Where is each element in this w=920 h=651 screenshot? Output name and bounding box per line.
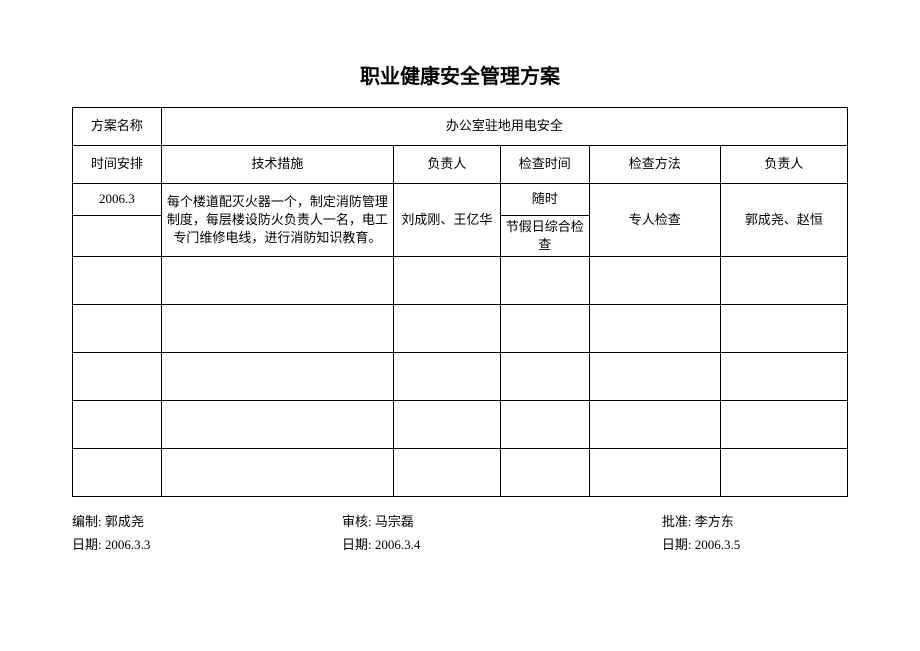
cell-resp1: 刘成刚、王亿华: [393, 184, 500, 257]
footer-approve: 批准: 李方东 日期: 2006.3.5: [592, 511, 848, 553]
data-row-5: [73, 401, 848, 449]
empty-cell: [161, 449, 393, 497]
empty-cell: [161, 353, 393, 401]
plan-name-row: 方案名称 办公室驻地用电安全: [73, 108, 848, 146]
header-resp2: 负责人: [720, 146, 847, 184]
review-date-label: 日期:: [342, 537, 372, 552]
empty-cell: [720, 257, 847, 305]
header-resp1: 负责人: [393, 146, 500, 184]
review-name: 马宗磊: [375, 514, 414, 529]
approve-label: 批准:: [662, 514, 692, 529]
empty-cell: [500, 401, 589, 449]
approve-date-label: 日期:: [662, 537, 692, 552]
plan-name-label: 方案名称: [73, 108, 162, 146]
header-time: 时间安排: [73, 146, 162, 184]
data-row-3: [73, 305, 848, 353]
empty-cell: [500, 305, 589, 353]
empty-cell: [720, 449, 847, 497]
review-date: 2006.3.4: [375, 537, 421, 552]
empty-cell: [73, 305, 162, 353]
empty-cell: [589, 401, 720, 449]
empty-cell: [161, 305, 393, 353]
empty-cell: [393, 257, 500, 305]
empty-cell: [393, 305, 500, 353]
review-label: 审核:: [342, 514, 372, 529]
empty-cell: [500, 257, 589, 305]
empty-cell: [73, 257, 162, 305]
approve-name: 李方东: [695, 514, 734, 529]
data-row-2: [73, 257, 848, 305]
data-row-4: [73, 353, 848, 401]
empty-cell: [393, 449, 500, 497]
cell-tech: 每个楼道配灭火器一个，制定消防管理制度，每层楼设防火负责人一名，电工专门维修电线…: [161, 184, 393, 257]
empty-cell: [589, 449, 720, 497]
empty-cell: [720, 401, 847, 449]
page-title: 职业健康安全管理方案: [72, 60, 848, 89]
approve-date: 2006.3.5: [695, 537, 741, 552]
compile-name: 郭成尧: [105, 514, 144, 529]
cell-resp2: 郭成尧、赵恒: [720, 184, 847, 257]
footer: 编制: 郭成尧 日期: 2006.3.3 审核: 马宗磊 日期: 2006.3.…: [72, 511, 848, 553]
cell-chktime-b: 节假日综合检查: [500, 216, 589, 257]
empty-cell: [500, 353, 589, 401]
column-header-row: 时间安排 技术措施 负责人 检查时间 检查方法 负责人: [73, 146, 848, 184]
empty-cell: [161, 257, 393, 305]
cell-chktime-a: 随时: [500, 184, 589, 216]
cell-time: 2006.3: [73, 184, 162, 216]
empty-cell: [161, 401, 393, 449]
empty-cell: [73, 449, 162, 497]
plan-name-value: 办公室驻地用电安全: [161, 108, 847, 146]
header-method: 检查方法: [589, 146, 720, 184]
footer-compile: 编制: 郭成尧 日期: 2006.3.3: [72, 511, 328, 553]
empty-cell: [720, 353, 847, 401]
header-chktime: 检查时间: [500, 146, 589, 184]
main-table: 方案名称 办公室驻地用电安全 时间安排 技术措施 负责人 检查时间 检查方法 负…: [72, 107, 848, 497]
data-row-1a: 2006.3 每个楼道配灭火器一个，制定消防管理制度，每层楼设防火负责人一名，电…: [73, 184, 848, 216]
empty-cell: [393, 353, 500, 401]
data-row-6: [73, 449, 848, 497]
compile-label: 编制:: [72, 514, 102, 529]
footer-review: 审核: 马宗磊 日期: 2006.3.4: [332, 511, 588, 553]
empty-cell: [720, 305, 847, 353]
cell-method: 专人检查: [589, 184, 720, 257]
empty-cell: [73, 353, 162, 401]
compile-date: 2006.3.3: [105, 537, 151, 552]
cell-time-b: [73, 216, 162, 257]
empty-cell: [589, 353, 720, 401]
empty-cell: [500, 449, 589, 497]
empty-cell: [589, 257, 720, 305]
compile-date-label: 日期:: [72, 537, 102, 552]
header-tech: 技术措施: [161, 146, 393, 184]
empty-cell: [589, 305, 720, 353]
empty-cell: [393, 401, 500, 449]
empty-cell: [73, 401, 162, 449]
